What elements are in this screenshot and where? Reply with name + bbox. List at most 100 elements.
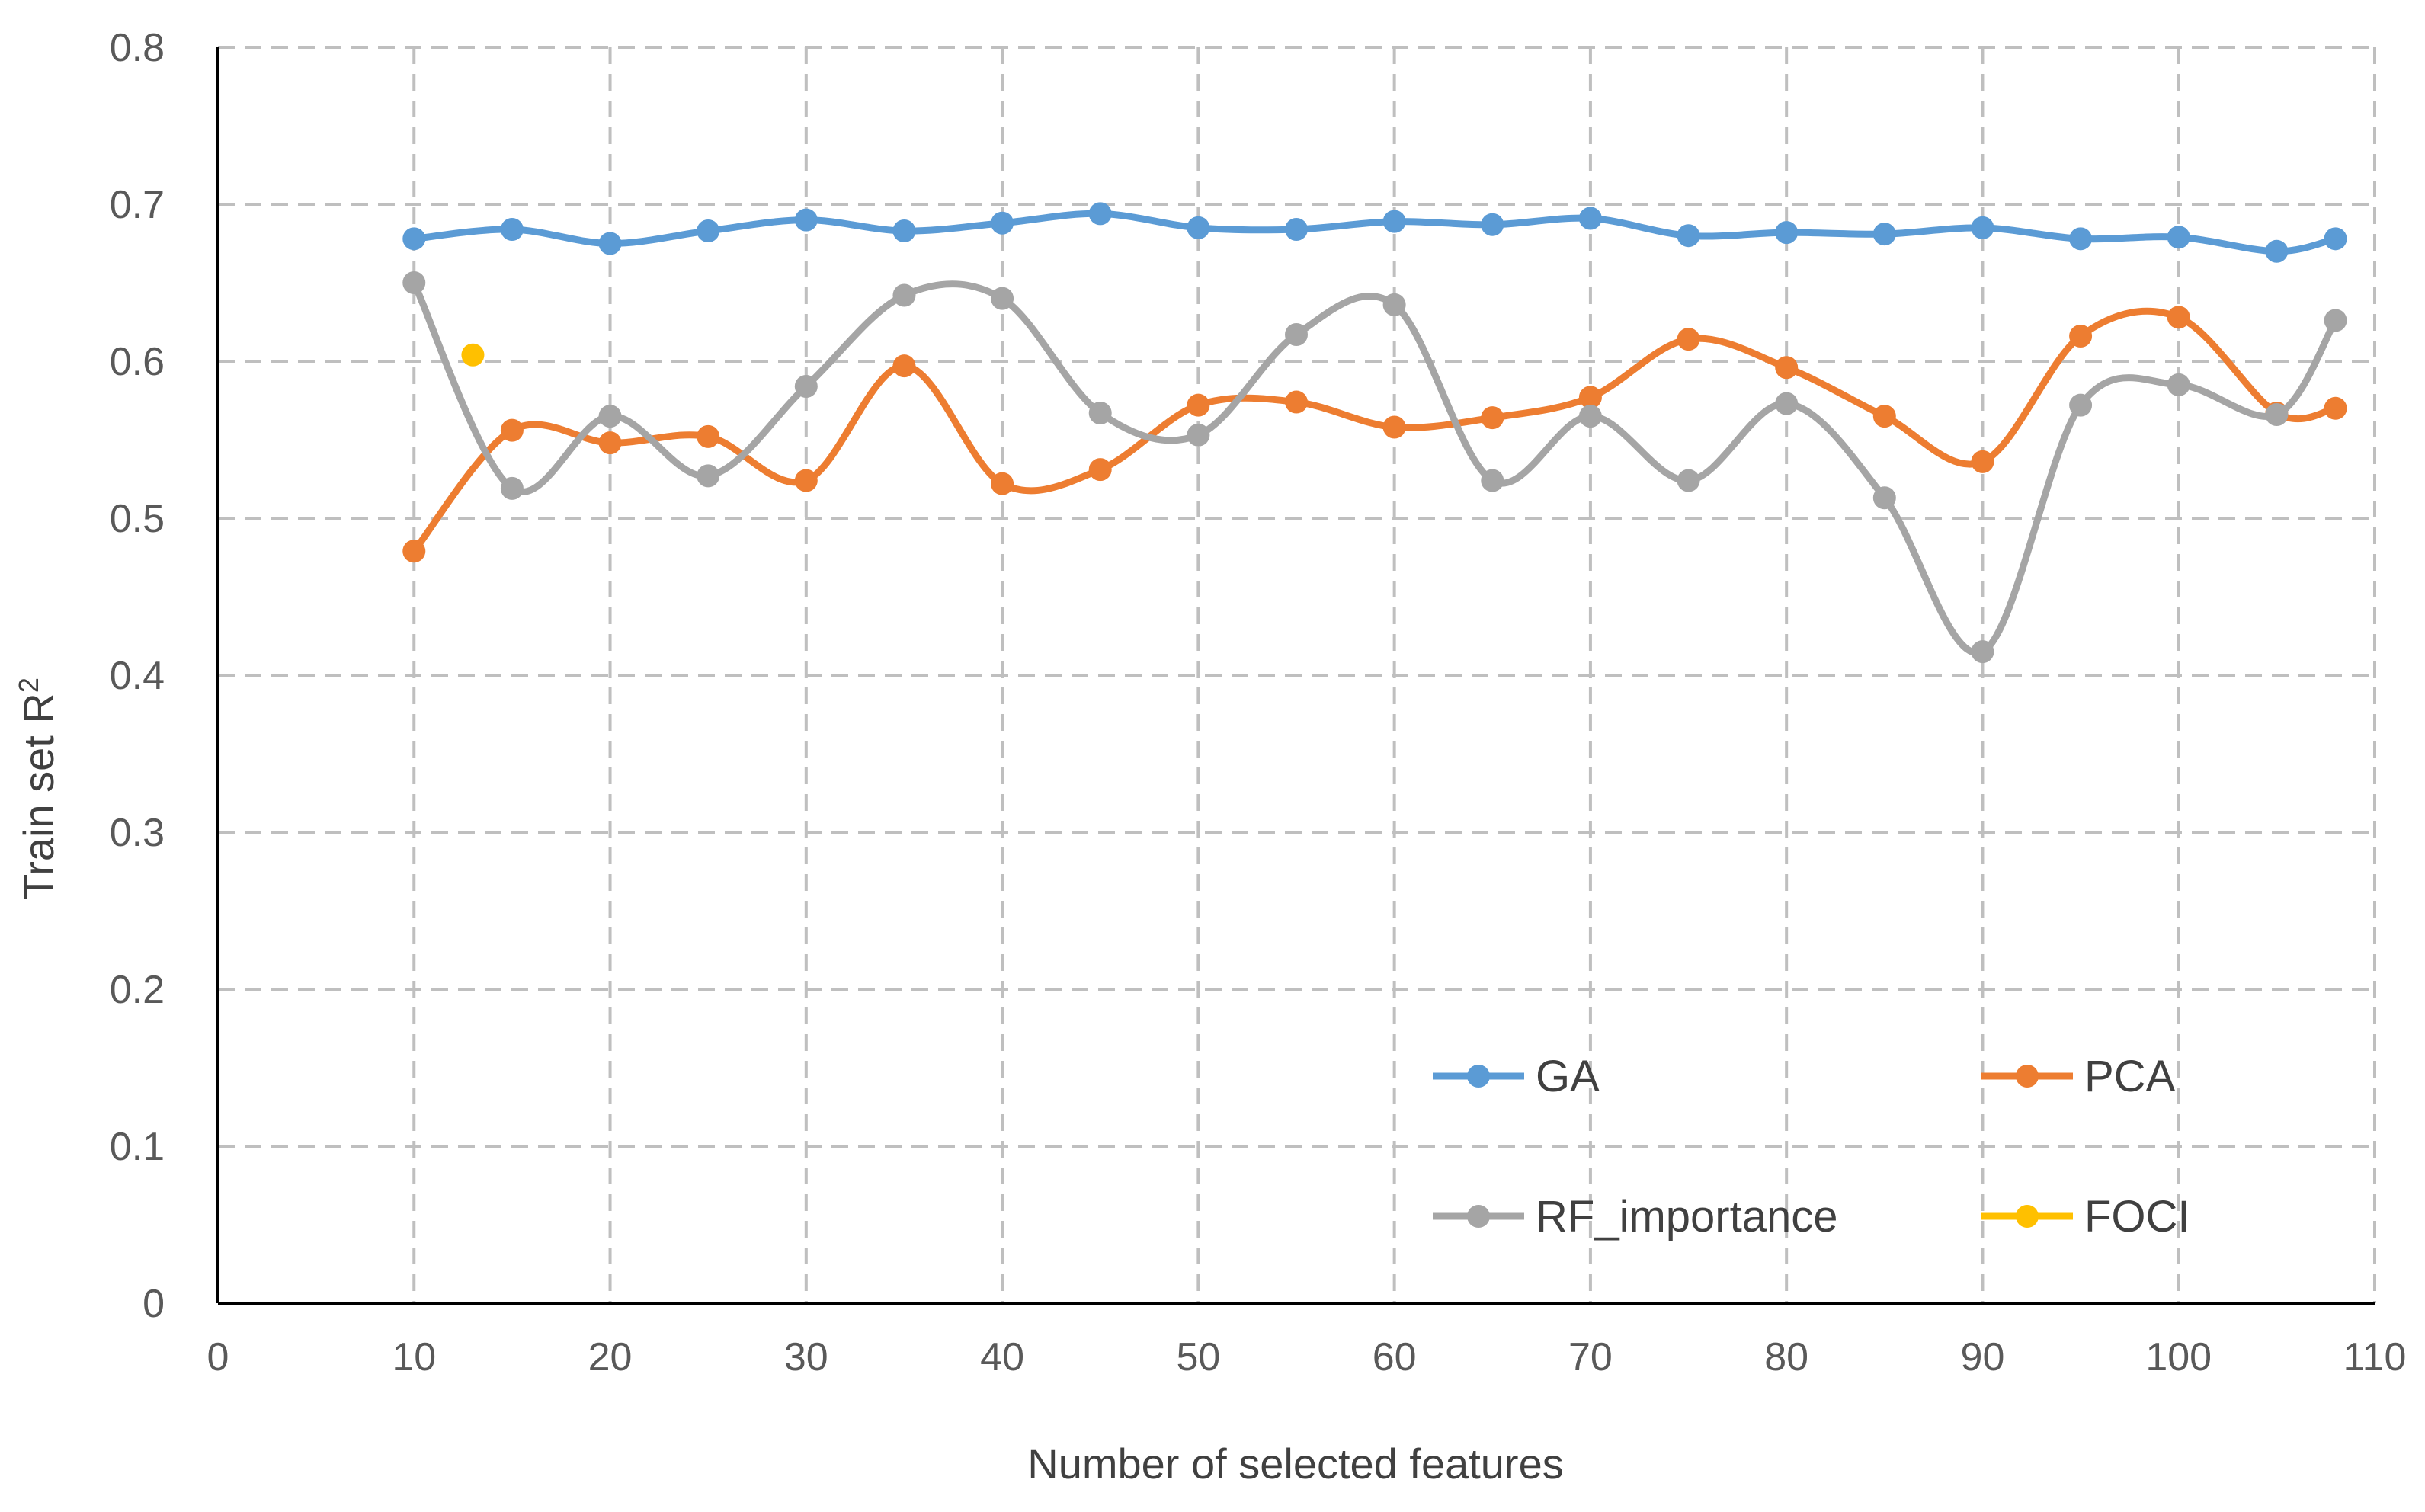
y-axis-title-main: Train set R: [14, 693, 62, 900]
data-point: [1578, 386, 1602, 409]
data-point: [598, 405, 622, 428]
legend-label: PCA: [2084, 1052, 2176, 1101]
y-tick-label: 0.6: [110, 340, 165, 384]
x-tick-label: 70: [1568, 1335, 1613, 1379]
x-tick-label: 100: [2145, 1335, 2212, 1379]
data-point: [1677, 224, 1700, 248]
x-tick-label: 80: [1764, 1335, 1808, 1379]
data-point: [2069, 393, 2093, 417]
x-tick-label: 50: [1176, 1335, 1220, 1379]
data-point: [1187, 393, 1210, 417]
data-point: [1971, 450, 1994, 473]
data-point: [697, 464, 720, 488]
y-tick-label: 0.7: [110, 183, 165, 227]
data-point: [1775, 392, 1799, 415]
data-point: [1971, 640, 1994, 664]
data-point: [461, 343, 485, 367]
data-point: [1677, 469, 1700, 492]
data-point: [1872, 223, 1896, 246]
series-ga: [402, 202, 2347, 263]
series-rf-importance: [402, 271, 2347, 664]
y-tick-label: 0.8: [110, 26, 165, 70]
data-point: [2069, 227, 2093, 251]
x-tick-label: 20: [588, 1335, 633, 1379]
data-point: [697, 424, 720, 448]
data-point: [892, 354, 916, 378]
legend-entry: GA: [1433, 1052, 1600, 1101]
series-line: [411, 307, 2337, 554]
data-point: [402, 227, 426, 251]
data-point: [402, 271, 426, 294]
data-point: [1872, 486, 1896, 510]
y-tick-label: 0: [143, 1282, 165, 1326]
data-point: [1677, 328, 1700, 351]
tick-labels: 0 0.1 0.2 0.3 0.4 0.5 0.6 0.7 0.8 0 10 20 30 40 50 60 70…: [110, 26, 2407, 1379]
data-point: [2069, 325, 2093, 348]
y-tick-label: 0.2: [110, 968, 165, 1012]
data-point: [598, 431, 622, 455]
data-point: [1285, 390, 1308, 414]
y-axis-title: Train set R2: [13, 678, 63, 900]
x-tick-label: 110: [2343, 1335, 2407, 1379]
legend-swatch-marker: [1467, 1205, 1490, 1228]
data-point: [2265, 239, 2289, 263]
data-point: [794, 208, 818, 232]
legend-label: FOCI: [2084, 1192, 2190, 1241]
data-point: [500, 217, 524, 241]
y-tick-label: 0.5: [110, 497, 165, 541]
data-point: [1578, 207, 1602, 230]
data-point: [1285, 217, 1308, 241]
legend-entry: RF_importance: [1433, 1192, 1837, 1241]
x-axis-title: Number of selected features: [1027, 1440, 1563, 1488]
data-point: [2265, 403, 2289, 427]
series-foci: [461, 343, 485, 367]
gridlines: [218, 46, 2376, 1303]
data-point: [892, 284, 916, 307]
data-point: [2167, 373, 2190, 396]
data-point: [991, 287, 1014, 310]
data-point: [1285, 322, 1308, 346]
data-point: [1088, 458, 1112, 482]
data-point: [2167, 226, 2190, 249]
legend-swatch-marker: [2016, 1065, 2039, 1088]
data-point: [1481, 406, 1504, 430]
data-point: [892, 219, 916, 243]
data-point: [1775, 356, 1799, 380]
y-tick-label: 0.1: [110, 1125, 165, 1169]
data-point: [598, 232, 622, 255]
data-point: [1382, 415, 1406, 439]
data-point: [500, 418, 524, 442]
legend-swatch-marker: [2016, 1205, 2039, 1228]
data-point: [697, 219, 720, 243]
data-point: [1775, 221, 1799, 245]
series-pca: [402, 306, 2347, 563]
data-point: [794, 374, 818, 398]
data-point: [1088, 401, 1112, 424]
data-point: [1382, 293, 1406, 316]
data-point: [794, 469, 818, 492]
legend-entry: FOCI: [1981, 1192, 2190, 1241]
data-point: [500, 476, 524, 500]
data-point: [2167, 306, 2190, 329]
x-tick-label: 90: [1961, 1335, 2005, 1379]
x-tick-label: 0: [207, 1335, 229, 1379]
data-point: [991, 472, 1014, 495]
data-point: [1578, 405, 1602, 428]
data-point: [991, 211, 1014, 235]
data-point: [1481, 469, 1504, 492]
data-point: [1872, 405, 1896, 428]
data-point: [1481, 213, 1504, 236]
legend-label: GA: [1536, 1052, 1600, 1101]
data-point: [2324, 309, 2347, 332]
legend: GA PCA RF_importance FOCI: [1433, 1052, 2190, 1241]
x-tick-label: 60: [1373, 1335, 1417, 1379]
data-point: [1971, 216, 1994, 239]
data-point: [2324, 227, 2347, 251]
y-tick-label: 0.4: [110, 654, 165, 698]
data-point: [1187, 216, 1210, 239]
x-tick-label: 30: [784, 1335, 828, 1379]
x-tick-label: 40: [980, 1335, 1024, 1379]
data-point: [402, 540, 426, 563]
data-point: [2324, 396, 2347, 420]
